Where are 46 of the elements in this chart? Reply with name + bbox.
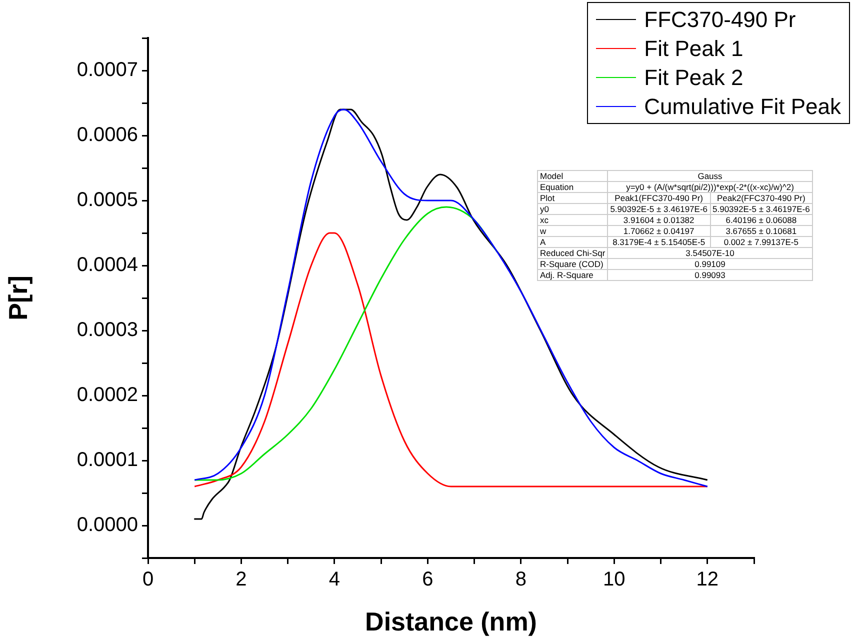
annotation: R-Square (COD) [538,258,608,270]
x-tick-label: 4 [328,568,340,591]
y-tick-label: 0.0002 [76,384,138,406]
annotation: xc [538,214,608,226]
legend-label: FFC370-490 Pr [644,6,796,32]
x-tick-label: 2 [236,568,247,591]
annotation: A [538,236,608,248]
annotation: 0.002 ± 7.99137E-5 [710,236,812,248]
annotation: Adj. R-Square [538,270,608,280]
annotation: 3.91604 ± 0.01382 [608,214,710,226]
x-tick-label: 6 [422,568,434,591]
y-tick-label: 0.0003 [76,319,138,342]
annotation: 6.40196 ± 0.06088 [710,214,812,226]
legend-label: Fit Peak 1 [644,36,744,62]
x-axis-title: Distance (nm) [365,606,537,637]
y-tick-label: 0.0004 [76,254,138,276]
y-tick-label: 0.0005 [76,189,138,212]
annotation: 0.99093 [608,270,812,280]
annotation: y=y0 + (A/(w*sqrt(pi/2)))*exp(-2*((x-xc)/w)^2) [608,182,812,192]
annotation: 1.70662 ± 0.04197 [608,226,710,236]
annotation: y0 [538,204,608,214]
y-axis-title: P[r] [2,276,33,320]
y-tick-label: 0.0006 [76,124,138,146]
annotation: w [538,226,608,236]
x-tick-label: 10 [603,568,626,591]
annotation: Peak1(FFC370-490 Pr) [608,192,710,204]
legend-label: Cumulative Fit Peak [644,94,841,120]
annotation: Reduced Chi-Sqr [538,248,608,258]
annotation: 0.99109 [608,258,812,270]
x-tick-label: 0 [142,568,154,591]
y-tick-label: 0.0007 [76,59,138,82]
x-tick-label: 8 [515,568,526,591]
annotation: Equation [538,182,608,192]
annotation: Peak2(FFC370-490 Pr) [710,192,812,204]
annotation: 3.67655 ± 0.10681 [710,226,812,236]
annotation: Gauss [608,170,812,182]
y-tick-label: 0.0000 [76,514,138,536]
legend-label: Fit Peak 2 [644,64,744,90]
x-tick-label: 12 [696,568,719,591]
annotation: Model [538,170,608,182]
y-tick-label: 0.0001 [76,449,138,472]
annotation: Plot [538,192,608,204]
annotation: 5.90392E-5 ± 3.46197E-6 [710,204,812,214]
annotation: 8.3179E-4 ± 5.15405E-5 [608,236,710,248]
annotation: 3.54507E-10 [608,248,812,258]
annotation: 5.90392E-5 ± 3.46197E-6 [608,204,710,214]
